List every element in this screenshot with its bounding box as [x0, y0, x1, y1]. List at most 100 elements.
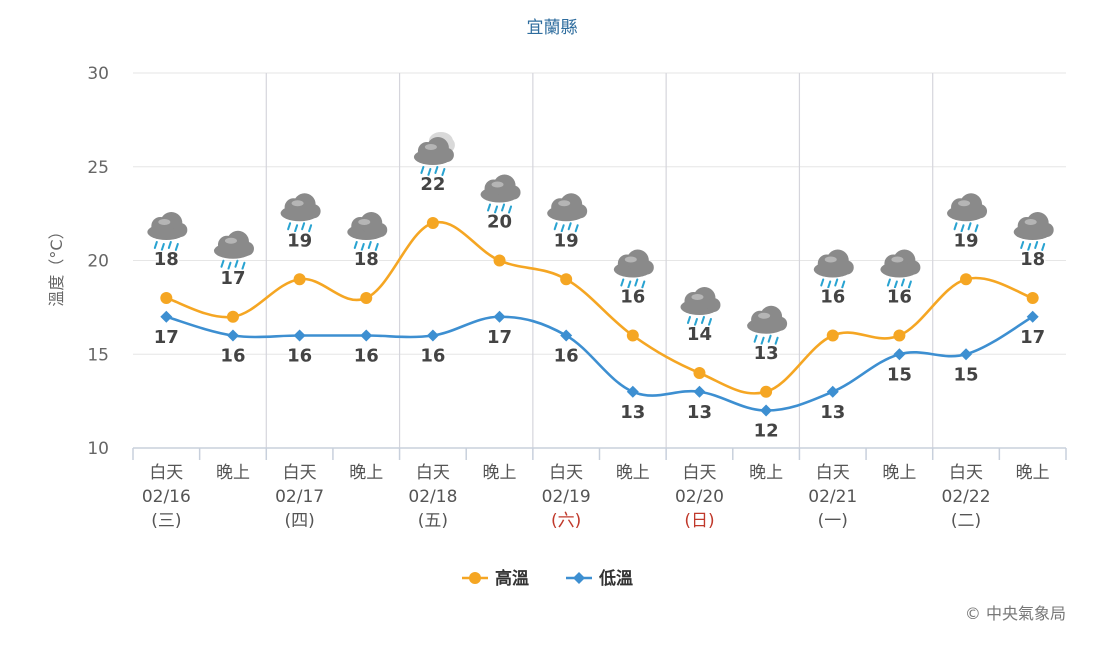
high-temp-label: 16	[620, 287, 645, 308]
low-temp-line	[165, 315, 1034, 412]
x-tick-label: 晚上	[349, 463, 383, 483]
low-temp-label: 16	[554, 346, 579, 367]
rain-cloud-icon	[613, 249, 654, 289]
x-tick-label: 晚上	[749, 463, 783, 483]
x-tick-date: 02/21	[808, 487, 857, 507]
high-temp-label: 17	[220, 268, 245, 289]
rain-cloud-icon	[880, 249, 921, 289]
rain-cloud-icon	[213, 230, 254, 270]
high-temp-point[interactable]	[360, 292, 373, 304]
x-tick-label: 白天	[949, 463, 983, 483]
low-temp-label: 13	[620, 402, 645, 423]
legend-item-high[interactable]: 高溫	[462, 568, 529, 589]
low-temp-label: 17	[154, 327, 179, 348]
high-temp-line	[165, 220, 1034, 395]
x-tick-label: 白天	[682, 463, 716, 483]
x-tick-label: 晚上	[1016, 463, 1050, 483]
low-temp-label: 17	[487, 327, 512, 348]
x-tick-date: 02/19	[542, 487, 591, 507]
y-tick-label: 15	[87, 345, 109, 365]
low-temp-point[interactable]	[826, 385, 839, 398]
x-tick-date: 02/17	[275, 487, 324, 507]
low-temp-point[interactable]	[160, 310, 173, 323]
x-tick-weekday: (一)	[818, 511, 848, 531]
x-tick-label: 晚上	[882, 463, 916, 483]
high-temp-point[interactable]	[226, 310, 239, 323]
low-temp-label: 16	[420, 346, 445, 367]
low-temp-point[interactable]	[560, 329, 573, 342]
x-tick-date: 02/22	[942, 487, 991, 507]
high-temp-label: 14	[687, 324, 712, 345]
low-temp-label: 13	[687, 402, 712, 423]
low-temp-label: 12	[754, 421, 779, 442]
low-temp-point[interactable]	[693, 385, 706, 398]
x-tick-weekday: (五)	[418, 511, 448, 531]
cloudy-rain-icon	[413, 132, 455, 176]
high-temp-label: 16	[820, 287, 845, 308]
high-temp-label: 19	[954, 230, 979, 251]
x-tick-date: 02/16	[142, 487, 191, 507]
series-lines	[160, 217, 1039, 417]
high-temp-point[interactable]	[293, 273, 306, 286]
x-tick-weekday: (三)	[151, 511, 181, 531]
y-axis-label: 溫度（°C）	[47, 223, 66, 306]
high-temp-label: 18	[154, 249, 179, 270]
high-temp-point[interactable]	[826, 329, 839, 342]
low-temp-point[interactable]	[360, 329, 373, 342]
high-temp-point[interactable]	[160, 292, 173, 304]
rain-cloud-icon	[147, 212, 188, 251]
x-tick-label: 白天	[549, 463, 583, 483]
rain-cloud-icon	[747, 305, 788, 345]
low-temp-point[interactable]	[960, 348, 973, 361]
low-temp-point[interactable]	[293, 329, 306, 342]
high-temp-label: 19	[287, 230, 312, 251]
high-temp-point[interactable]	[426, 217, 439, 229]
high-temp-point[interactable]	[893, 329, 906, 342]
weather-icons	[147, 132, 1054, 345]
x-tick-label: 晚上	[616, 463, 650, 483]
legend[interactable]: 高溫 低溫	[462, 568, 633, 589]
low-temp-point[interactable]	[226, 329, 239, 342]
low-temp-point[interactable]	[760, 404, 773, 417]
high-temp-point[interactable]	[960, 273, 973, 286]
low-temp-label: 16	[220, 346, 245, 367]
high-temp-label: 19	[554, 230, 579, 251]
high-temp-label: 13	[754, 343, 779, 364]
low-temp-label: 17	[1020, 327, 1045, 348]
rain-cloud-icon	[347, 212, 388, 251]
rain-cloud-icon	[680, 287, 721, 326]
low-temp-point[interactable]	[1026, 310, 1039, 323]
low-temp-label: 16	[287, 346, 312, 367]
x-tick-weekday: (六)	[551, 511, 581, 531]
low-temp-point[interactable]	[626, 385, 639, 398]
rain-cloud-icon	[1013, 212, 1054, 251]
x-tick-label: 白天	[283, 463, 317, 483]
high-temp-point[interactable]	[693, 367, 706, 379]
low-temp-label: 13	[820, 402, 845, 423]
x-tick-weekday: (日)	[684, 511, 714, 531]
high-temp-label: 20	[487, 212, 512, 233]
legend-item-low[interactable]: 低溫	[566, 568, 633, 589]
rain-cloud-icon	[947, 193, 988, 233]
x-tick-weekday: (二)	[951, 511, 981, 531]
high-temp-point[interactable]	[760, 385, 773, 398]
high-temp-point[interactable]	[626, 329, 639, 342]
x-tick-label: 白天	[416, 463, 450, 483]
y-tick-label: 20	[87, 252, 109, 272]
high-temp-label: 18	[1020, 249, 1045, 270]
high-temp-label: 16	[887, 287, 912, 308]
low-temp-label: 15	[954, 364, 979, 385]
low-temp-point[interactable]	[426, 329, 439, 342]
high-temp-point[interactable]	[560, 273, 573, 286]
legend-label: 高溫	[495, 568, 529, 589]
low-temp-point[interactable]	[493, 310, 506, 323]
high-temp-point[interactable]	[493, 254, 506, 267]
y-tick-label: 30	[87, 64, 109, 84]
low-temp-label: 16	[354, 346, 379, 367]
high-temp-label: 18	[354, 249, 379, 270]
chart-title: 宜蘭縣	[527, 18, 578, 38]
high-temp-point[interactable]	[1026, 292, 1039, 304]
x-tick-label: 白天	[149, 463, 183, 483]
low-temp-point[interactable]	[893, 348, 906, 361]
